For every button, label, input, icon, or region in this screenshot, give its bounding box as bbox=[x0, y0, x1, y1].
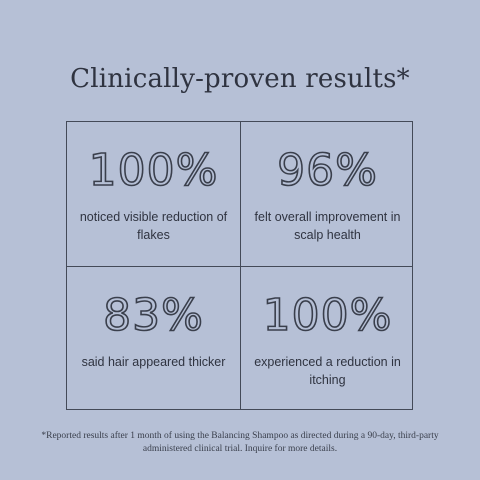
result-cell-itching: 100% experienced a reduction in itching bbox=[241, 267, 414, 411]
result-description: said hair appeared thicker bbox=[81, 355, 226, 369]
result-cell-scalp-health: 96% felt overall improvement in scalp he… bbox=[241, 122, 414, 266]
result-cell-flakes: 100% noticed visible reduction of flakes bbox=[67, 122, 240, 266]
results-grid: 100% noticed visible reduction of flakes… bbox=[66, 121, 413, 410]
result-stat: 100% bbox=[262, 290, 393, 342]
result-stat: 100% bbox=[88, 145, 219, 197]
result-description: noticed visible reduction of flakes bbox=[79, 210, 228, 242]
result-description: experienced a reduction in itching bbox=[254, 355, 401, 387]
grid-divider-vertical bbox=[240, 122, 241, 409]
result-stat: 83% bbox=[102, 290, 204, 342]
footnote: *Reported results after 1 month of using… bbox=[41, 431, 439, 454]
result-cell-thicker-hair: 83% said hair appeared thicker bbox=[67, 267, 240, 411]
result-description: felt overall improvement in scalp health bbox=[254, 210, 401, 242]
result-stat: 96% bbox=[276, 145, 378, 197]
page-title: Clinically-proven results* bbox=[70, 64, 410, 94]
grid-divider-horizontal bbox=[67, 266, 412, 267]
